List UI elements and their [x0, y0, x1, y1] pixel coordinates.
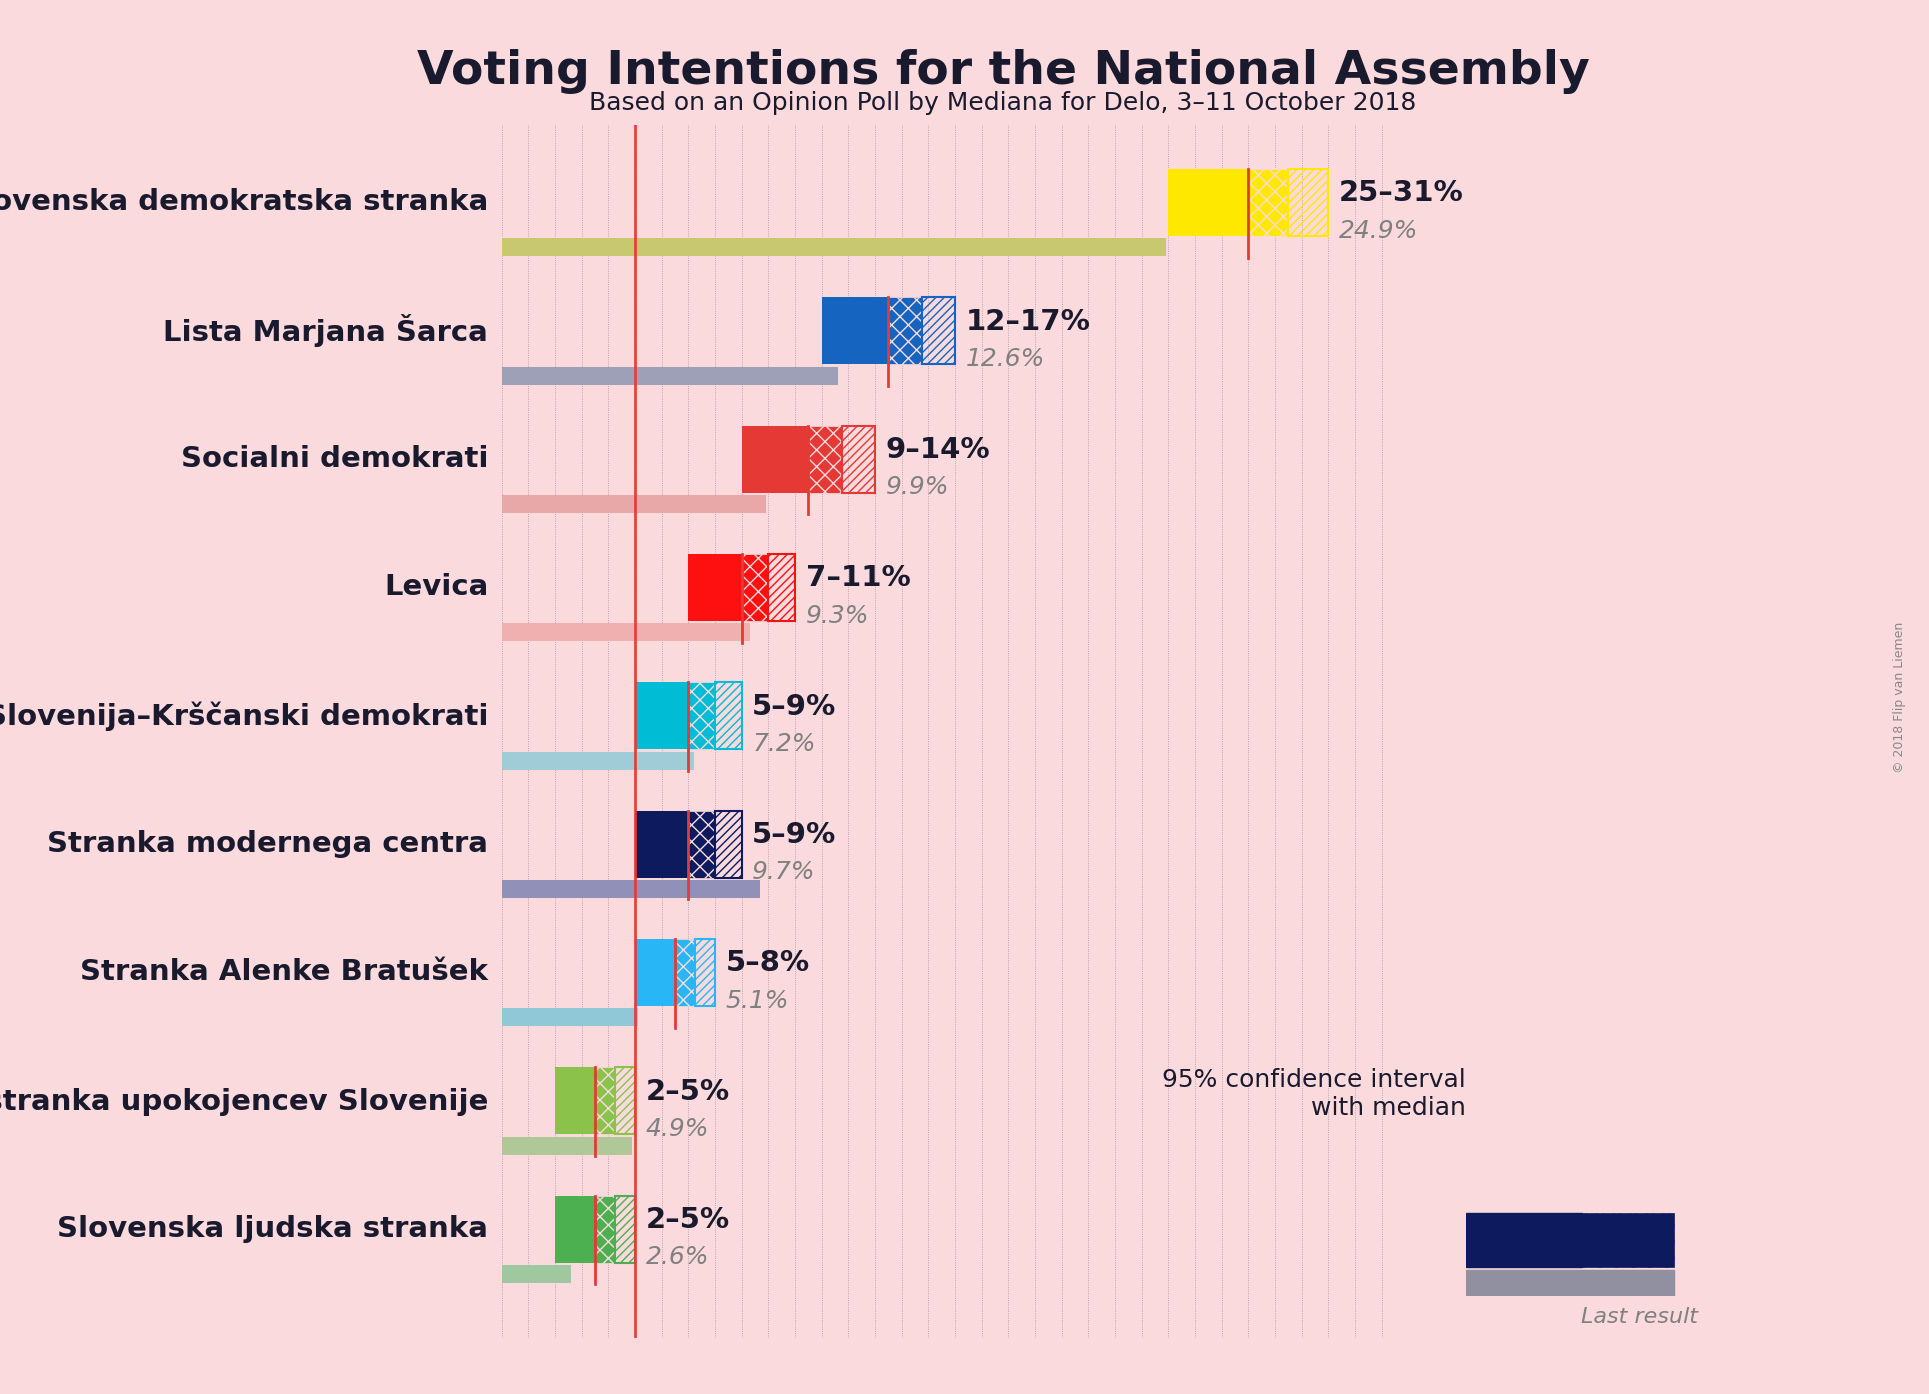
- Text: 7.2%: 7.2%: [752, 732, 816, 756]
- Bar: [1466, 1213, 1582, 1267]
- Text: © 2018 Flip van Liemen: © 2018 Flip van Liemen: [1892, 622, 1906, 772]
- Bar: [922, 297, 955, 364]
- Bar: [556, 1196, 594, 1263]
- Bar: [502, 751, 694, 769]
- Text: 9–14%: 9–14%: [885, 436, 990, 464]
- Text: Lista Marjana Šarca: Lista Marjana Šarca: [164, 314, 488, 347]
- Text: 2–5%: 2–5%: [646, 1078, 729, 1105]
- Text: Last result: Last result: [1582, 1308, 1698, 1327]
- Text: 25–31%: 25–31%: [1339, 180, 1464, 208]
- Bar: [615, 1068, 635, 1135]
- Text: Demokratična stranka upokojencev Slovenije: Demokratična stranka upokojencev Sloveni…: [0, 1086, 488, 1115]
- Bar: [635, 811, 689, 877]
- Bar: [675, 940, 694, 1006]
- Bar: [1169, 169, 1248, 236]
- Bar: [594, 1196, 615, 1263]
- Bar: [741, 553, 768, 620]
- Bar: [635, 940, 675, 1006]
- Bar: [716, 683, 741, 749]
- Bar: [502, 623, 750, 641]
- Bar: [716, 811, 741, 877]
- Bar: [502, 1008, 637, 1026]
- Text: 9.7%: 9.7%: [752, 860, 816, 884]
- Bar: [768, 553, 795, 620]
- Bar: [822, 297, 887, 364]
- Bar: [556, 1068, 594, 1135]
- Text: Nova Slovenija–Krščanski demokrati: Nova Slovenija–Krščanski demokrati: [0, 701, 488, 730]
- Text: 2.6%: 2.6%: [646, 1245, 710, 1270]
- Bar: [689, 811, 716, 877]
- Text: 5–9%: 5–9%: [752, 693, 837, 721]
- Text: 5–8%: 5–8%: [725, 949, 810, 977]
- Bar: [502, 1266, 571, 1282]
- Bar: [694, 940, 716, 1006]
- Text: 7–11%: 7–11%: [806, 565, 910, 592]
- Bar: [689, 553, 741, 620]
- Bar: [502, 367, 837, 385]
- Text: 12–17%: 12–17%: [966, 308, 1090, 336]
- Bar: [1289, 169, 1329, 236]
- Bar: [808, 425, 841, 492]
- Text: 2–5%: 2–5%: [646, 1206, 729, 1234]
- Bar: [502, 495, 766, 513]
- Text: 24.9%: 24.9%: [1339, 219, 1418, 243]
- Text: Slovenska ljudska stranka: Slovenska ljudska stranka: [58, 1216, 488, 1243]
- Text: Based on an Opinion Poll by Mediana for Delo, 3–11 October 2018: Based on an Opinion Poll by Mediana for …: [590, 91, 1416, 114]
- Text: Slovenska demokratska stranka: Slovenska demokratska stranka: [0, 188, 488, 216]
- Bar: [1248, 169, 1289, 236]
- Text: Levica: Levica: [384, 573, 488, 601]
- Text: Socialni demokrati: Socialni demokrati: [181, 445, 488, 473]
- Bar: [1674, 1213, 1755, 1267]
- Bar: [502, 880, 760, 898]
- Bar: [741, 425, 808, 492]
- Text: 95% confidence interval
with median: 95% confidence interval with median: [1163, 1068, 1466, 1121]
- Text: 9.3%: 9.3%: [806, 604, 870, 627]
- Bar: [1466, 1270, 1674, 1296]
- Bar: [594, 1068, 615, 1135]
- Text: Stranka Alenke Bratušek: Stranka Alenke Bratušek: [81, 959, 488, 987]
- Bar: [887, 297, 922, 364]
- Text: 9.9%: 9.9%: [885, 475, 949, 499]
- Bar: [1582, 1213, 1674, 1267]
- Bar: [502, 238, 1165, 256]
- Text: 12.6%: 12.6%: [966, 347, 1046, 371]
- Text: 4.9%: 4.9%: [646, 1117, 710, 1142]
- Bar: [502, 1136, 633, 1154]
- Bar: [689, 683, 716, 749]
- Bar: [615, 1196, 635, 1263]
- Text: 5.1%: 5.1%: [725, 988, 789, 1012]
- Text: 5–9%: 5–9%: [752, 821, 837, 849]
- Text: Voting Intentions for the National Assembly: Voting Intentions for the National Assem…: [417, 49, 1589, 93]
- Bar: [635, 683, 689, 749]
- Bar: [841, 425, 876, 492]
- Text: Stranka modernega centra: Stranka modernega centra: [48, 831, 488, 859]
